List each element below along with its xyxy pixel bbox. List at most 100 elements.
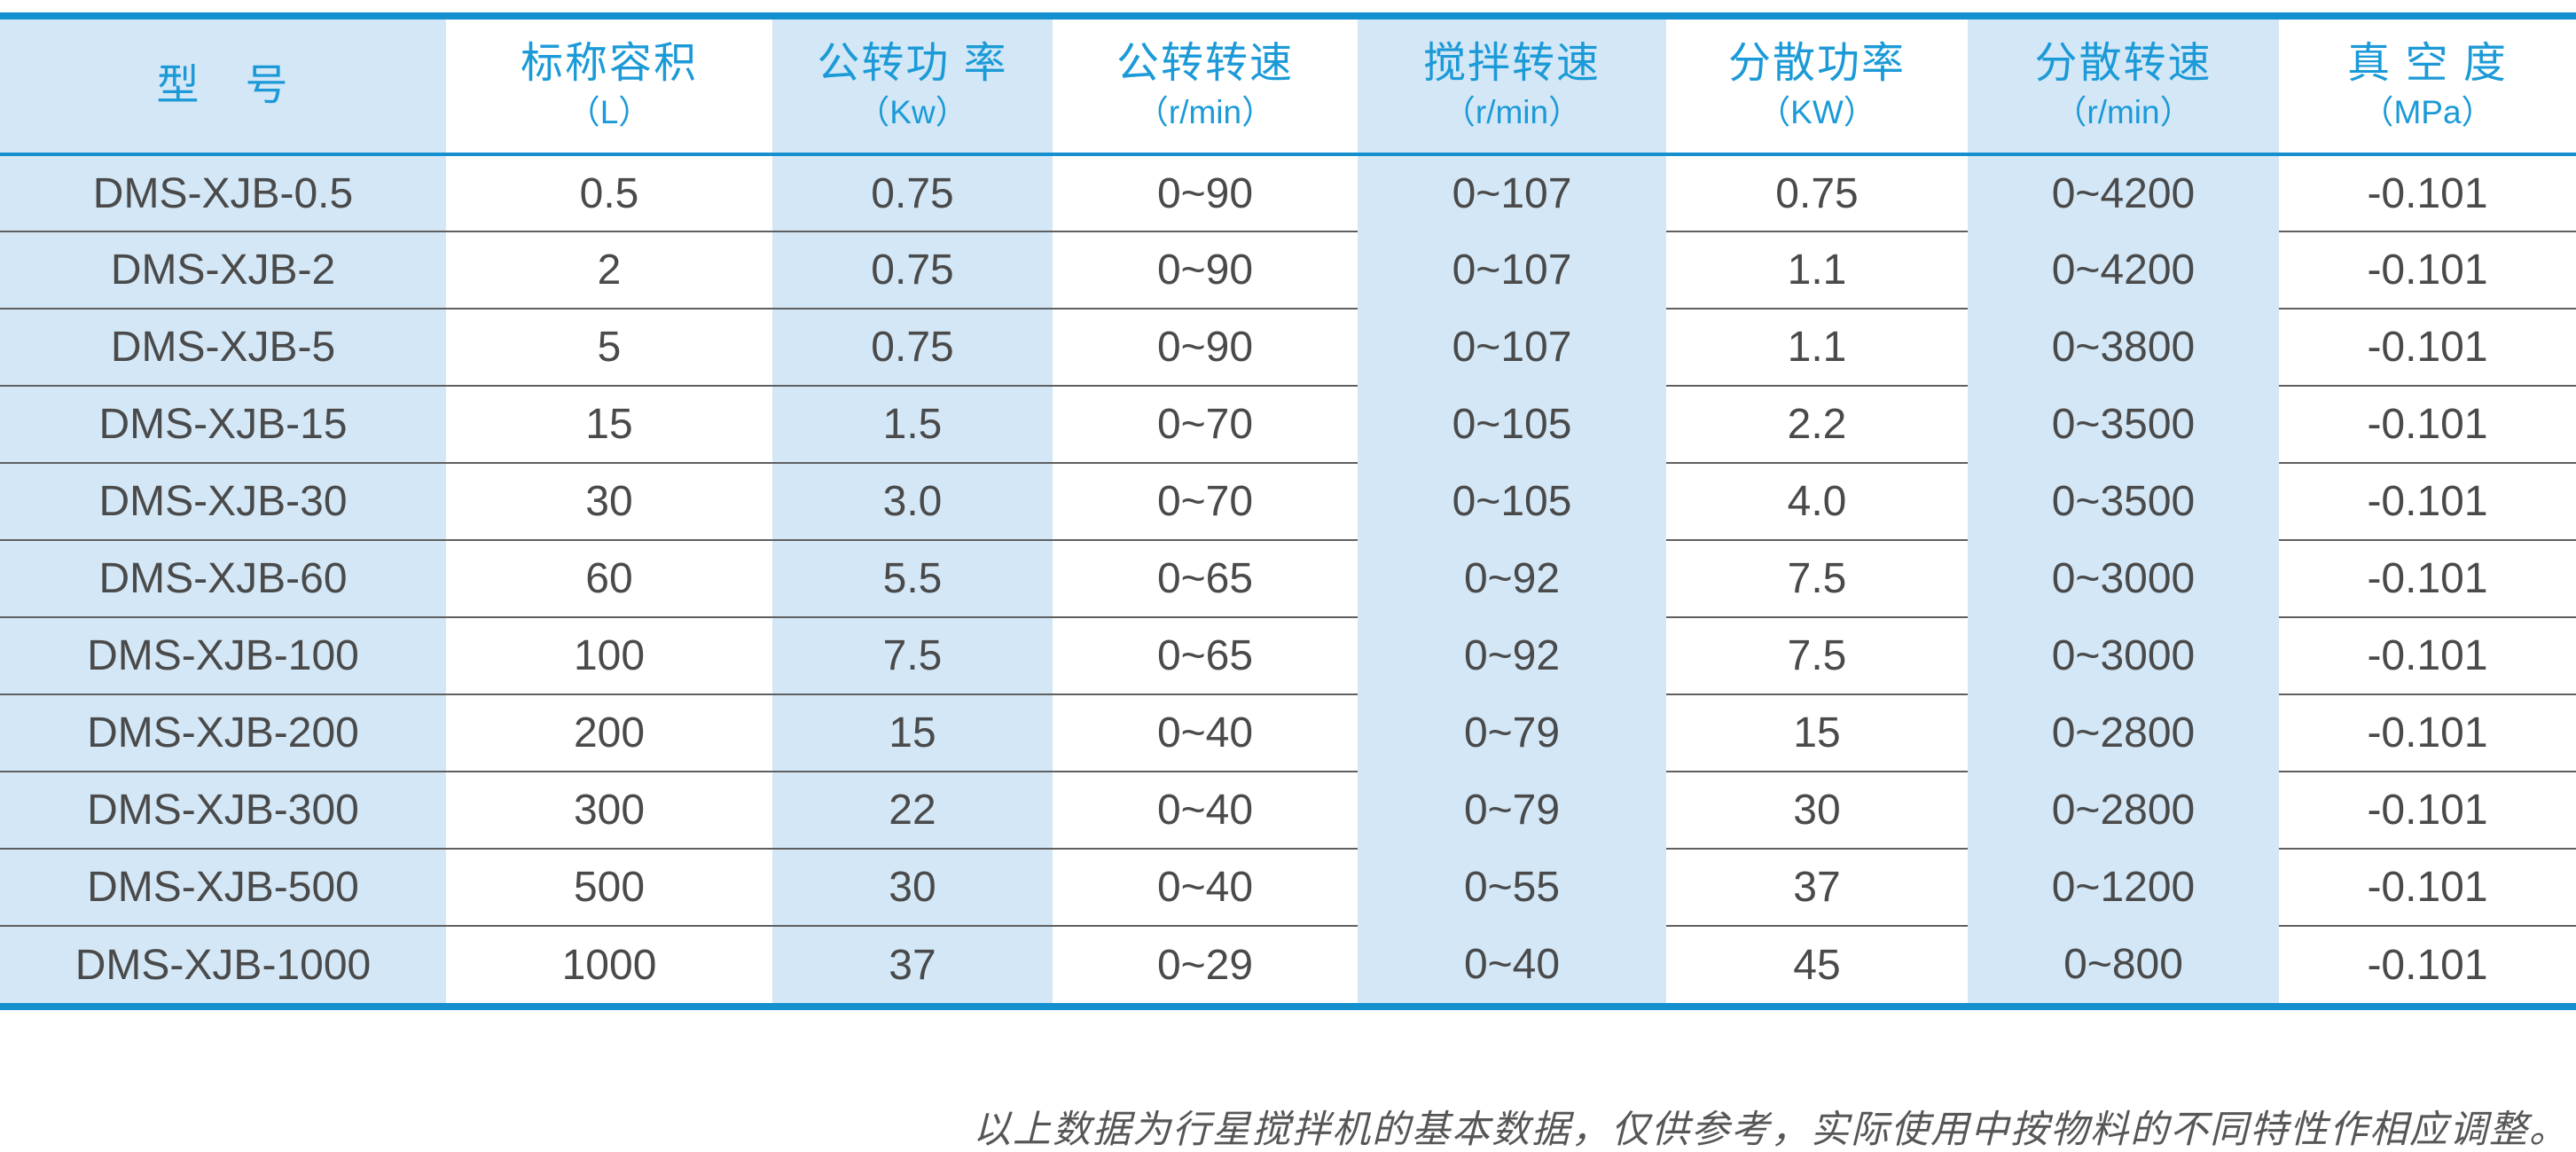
- column-header-label: 真 空 度: [2347, 40, 2508, 88]
- table-cell: 0~90: [1053, 154, 1358, 232]
- table-cell: 0~107: [1358, 231, 1666, 309]
- column-header-unit: （r/min）: [1135, 94, 1275, 131]
- table-cell: 7.5: [1666, 540, 1968, 618]
- table-cell: 1.1: [1666, 231, 1968, 310]
- table-cell: 0~800: [1968, 926, 2279, 1003]
- table-cell: -0.101: [2279, 309, 2576, 387]
- table-row: DMS-XJB-100 100 7.5 0~65 0~92 7.5 0~3000…: [0, 617, 2576, 695]
- table-cell: 0~70: [1053, 463, 1358, 541]
- table-cell: 0~65: [1053, 540, 1358, 618]
- table-cell: 22: [772, 772, 1053, 850]
- column-header-nominal-capacity: 标称容积 （L）: [446, 20, 772, 156]
- table-cell: 0~3800: [1968, 309, 2279, 386]
- column-header-label: 标称容积: [520, 40, 698, 88]
- model-cell: DMS-XJB-0.5: [0, 154, 446, 232]
- table-cell: 0~90: [1053, 231, 1358, 310]
- table-cell: 15: [772, 694, 1053, 772]
- table-cell: 0~40: [1053, 772, 1358, 850]
- model-cell: DMS-XJB-500: [0, 849, 446, 927]
- model-cell: DMS-XJB-60: [0, 540, 446, 618]
- spec-table: 型 号 标称容积 （L） 公转功 率 （Kw） 公转转速 （r/min）: [0, 20, 2576, 1003]
- column-header-model: 型 号: [0, 20, 446, 156]
- table-cell: 0~79: [1358, 694, 1666, 772]
- column-header-label: 分散功率: [1727, 40, 1906, 88]
- table-cell: 0.75: [772, 309, 1053, 387]
- table-row: DMS-XJB-1000 1000 37 0~29 0~40 45 0~800 …: [0, 926, 2576, 1003]
- table-cell: 0~40: [1053, 849, 1358, 927]
- column-header-vacuum-degree: 真 空 度 （MPa）: [2279, 20, 2576, 156]
- table-cell: 0~70: [1053, 386, 1358, 464]
- column-header-unit: （KW）: [1758, 94, 1876, 131]
- column-header-stirring-speed: 搅拌转速 （r/min）: [1358, 20, 1666, 156]
- table-cell: 1.1: [1666, 309, 1968, 387]
- table-cell: 0~105: [1358, 463, 1666, 540]
- table-cell: 0~3000: [1968, 617, 2279, 694]
- table-cell: 0.5: [446, 154, 772, 232]
- table-cell: 0~3000: [1968, 540, 2279, 617]
- table-cell: 0.75: [1666, 154, 1968, 232]
- header-row: 型 号 标称容积 （L） 公转功 率 （Kw） 公转转速 （r/min）: [0, 20, 2576, 156]
- table-row: DMS-XJB-0.5 0.5 0.75 0~90 0~107 0.75 0~4…: [0, 154, 2576, 232]
- table-cell: 2.2: [1666, 386, 1968, 464]
- table-cell: 0~105: [1358, 386, 1666, 463]
- column-header-dispersion-power: 分散功率 （KW）: [1666, 20, 1968, 156]
- table-cell: 0~40: [1053, 694, 1358, 772]
- table-cell: -0.101: [2279, 849, 2576, 927]
- table-cell: -0.101: [2279, 926, 2576, 1003]
- table-row: DMS-XJB-30 30 3.0 0~70 0~105 4.0 0~3500 …: [0, 463, 2576, 541]
- table-row: DMS-XJB-200 200 15 0~40 0~79 15 0~2800 -…: [0, 694, 2576, 772]
- table-cell: 37: [772, 926, 1053, 1003]
- table-cell: 0.75: [772, 154, 1053, 232]
- table-cell: 30: [1666, 772, 1968, 850]
- column-header-label: 分散转速: [2034, 40, 2212, 88]
- column-header-label: 型 号: [156, 62, 290, 110]
- model-cell: DMS-XJB-30: [0, 463, 446, 541]
- table-cell: 0~40: [1358, 926, 1666, 1003]
- table-cell: 0.75: [772, 231, 1053, 310]
- table-cell: -0.101: [2279, 694, 2576, 772]
- column-header-revolution-power: 公转功 率 （Kw）: [772, 20, 1053, 156]
- table-cell: 0~29: [1053, 926, 1358, 1003]
- column-header-unit: （L）: [567, 94, 652, 131]
- table-cell: 7.5: [1666, 617, 1968, 695]
- column-header-unit: （r/min）: [1442, 94, 1582, 131]
- table-cell: 100: [446, 617, 772, 695]
- table-cell: 30: [446, 463, 772, 541]
- table-cell: -0.101: [2279, 772, 2576, 850]
- table-cell: 45: [1666, 926, 1968, 1003]
- table-cell: 0~79: [1358, 772, 1666, 849]
- table-cell: 1000: [446, 926, 772, 1003]
- table-cell: 5.5: [772, 540, 1053, 618]
- model-cell: DMS-XJB-300: [0, 772, 446, 850]
- table-cell: 7.5: [772, 617, 1053, 695]
- model-cell: DMS-XJB-1000: [0, 926, 446, 1003]
- table-cell: -0.101: [2279, 386, 2576, 464]
- footer-note: 以上数据为行星搅拌机的基本数据，仅供参考，实际使用中按物料的不同特性作相应调整。: [973, 1109, 2569, 1151]
- table-cell: 0~55: [1358, 849, 1666, 926]
- column-header-unit: （r/min）: [2054, 94, 2193, 131]
- table-row: DMS-XJB-15 15 1.5 0~70 0~105 2.2 0~3500 …: [0, 386, 2576, 464]
- model-cell: DMS-XJB-2: [0, 231, 446, 310]
- table-cell: 0~90: [1053, 309, 1358, 387]
- table-cell: 1.5: [772, 386, 1053, 464]
- table-cell: 0~1200: [1968, 849, 2279, 926]
- model-cell: DMS-XJB-15: [0, 386, 446, 464]
- table-row: DMS-XJB-500 500 30 0~40 0~55 37 0~1200 -…: [0, 849, 2576, 927]
- model-cell: DMS-XJB-5: [0, 309, 446, 387]
- table-row: DMS-XJB-5 5 0.75 0~90 0~107 1.1 0~3800 -…: [0, 309, 2576, 387]
- spec-table-frame: 型 号 标称容积 （L） 公转功 率 （Kw） 公转转速 （r/min）: [0, 12, 2576, 1010]
- column-header-label: 公转功 率: [817, 40, 1008, 88]
- table-row: DMS-XJB-300 300 22 0~40 0~79 30 0~2800 -…: [0, 772, 2576, 850]
- column-header-unit: （Kw）: [857, 94, 968, 131]
- table-row: DMS-XJB-60 60 5.5 0~65 0~92 7.5 0~3000 -…: [0, 540, 2576, 618]
- column-header-label: 公转转速: [1116, 40, 1294, 88]
- table-cell: 15: [1666, 694, 1968, 772]
- table-cell: -0.101: [2279, 231, 2576, 310]
- column-header-label: 搅拌转速: [1422, 40, 1601, 88]
- table-cell: 200: [446, 694, 772, 772]
- model-cell: DMS-XJB-100: [0, 617, 446, 695]
- table-cell: 0~3500: [1968, 463, 2279, 540]
- table-cell: 30: [772, 849, 1053, 927]
- table-cell: -0.101: [2279, 617, 2576, 695]
- table-cell: -0.101: [2279, 463, 2576, 541]
